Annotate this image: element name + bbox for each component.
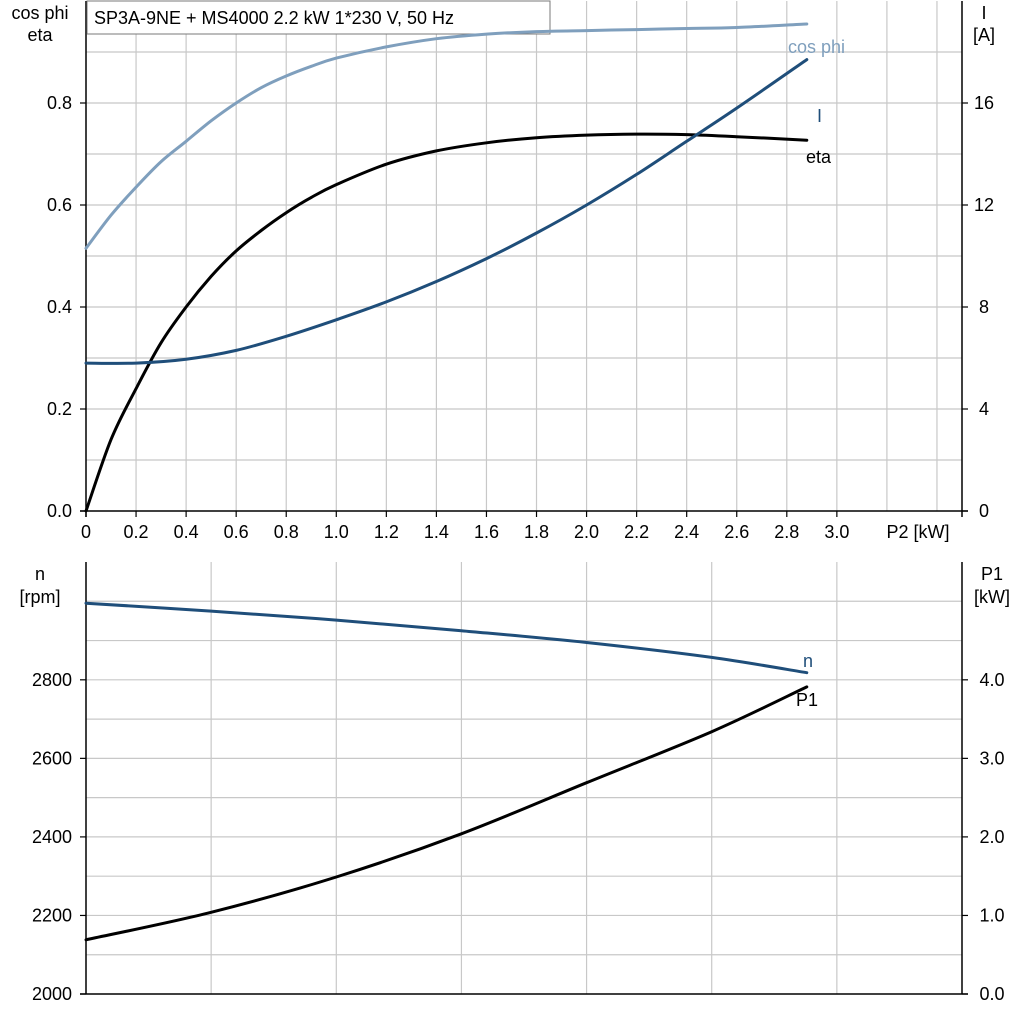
- y-right-tick-label: 8: [979, 297, 989, 317]
- y-right-tick-label: 4: [979, 399, 989, 419]
- y-left-tick-label: 0.4: [47, 297, 72, 317]
- y-right-tick-label: 3.0: [979, 748, 1004, 768]
- x-tick-label: 2.2: [624, 522, 649, 542]
- y-left-tick-label: 0.8: [47, 93, 72, 113]
- y-right-axis-title: P1: [981, 564, 1003, 584]
- series-line-cos-phi: [84, 22, 809, 250]
- chart-title-box: [86, 0, 551, 35]
- x-tick-label: 1.8: [524, 522, 549, 542]
- y-left-axis-title: cos phi: [11, 3, 68, 23]
- x-tick-label: 3.0: [824, 522, 849, 542]
- x-tick-label: 2.0: [574, 522, 599, 542]
- y-right-tick-label: 1.0: [979, 905, 1004, 925]
- x-tick-label: 0.6: [224, 522, 249, 542]
- x-tick-label: 1.2: [374, 522, 399, 542]
- y-right-tick-label: 4.0: [979, 670, 1004, 690]
- y-right-axis-unit: [A]: [973, 25, 995, 45]
- y-left-tick-label: 2200: [32, 905, 72, 925]
- y-left-tick-label: 2800: [32, 670, 72, 690]
- x-tick-label: 1.6: [474, 522, 499, 542]
- x-tick-label: 2.8: [774, 522, 799, 542]
- x-tick-label: 0: [81, 522, 91, 542]
- y-right-axis-unit: [kW]: [974, 587, 1010, 607]
- y-left-tick-label: 0.0: [47, 501, 72, 521]
- y-left-tick-label: 0.6: [47, 195, 72, 215]
- y-left-axis-unit: [rpm]: [19, 587, 60, 607]
- y-left-axis-title: n: [35, 564, 45, 584]
- y-left-tick-label: 0.2: [47, 399, 72, 419]
- y-right-tick-label: 0.0: [979, 984, 1004, 1004]
- y-right-tick-label: 0: [979, 501, 989, 521]
- y-left-tick-label: 2600: [32, 748, 72, 768]
- y-right-tick-label: 2.0: [979, 827, 1004, 847]
- x-tick-label: 0.2: [124, 522, 149, 542]
- y-left-axis-title: eta: [27, 25, 53, 45]
- x-tick-label: 1.0: [324, 522, 349, 542]
- x-tick-label: 0.8: [274, 522, 299, 542]
- y-right-tick-label: 12: [974, 195, 994, 215]
- series-line-n: [84, 601, 809, 675]
- series-label-n: n: [803, 651, 813, 671]
- y-right-tick-label: 16: [974, 93, 994, 113]
- y-right-axis-title: I: [981, 3, 986, 23]
- y-left-tick-label: 2000: [32, 984, 72, 1004]
- series-label-cos-phi: cos phi: [788, 37, 845, 57]
- x-tick-label: 2.6: [724, 522, 749, 542]
- series-label-p1: P1: [796, 690, 818, 710]
- series-line-eta: [84, 132, 809, 513]
- y-left-tick-label: 2400: [32, 827, 72, 847]
- series-label-eta: eta: [806, 147, 832, 167]
- series-line-p1: [84, 685, 809, 942]
- x-axis-label: P2 [kW]: [886, 522, 949, 542]
- x-tick-label: 2.4: [674, 522, 699, 542]
- x-tick-label: 1.4: [424, 522, 449, 542]
- chart-title: SP3A-9NE + MS4000 2.2 kW 1*230 V, 50 Hz: [94, 8, 454, 28]
- series-label-i: I: [817, 106, 822, 126]
- series-line-i: [84, 58, 809, 365]
- x-tick-label: 0.4: [174, 522, 199, 542]
